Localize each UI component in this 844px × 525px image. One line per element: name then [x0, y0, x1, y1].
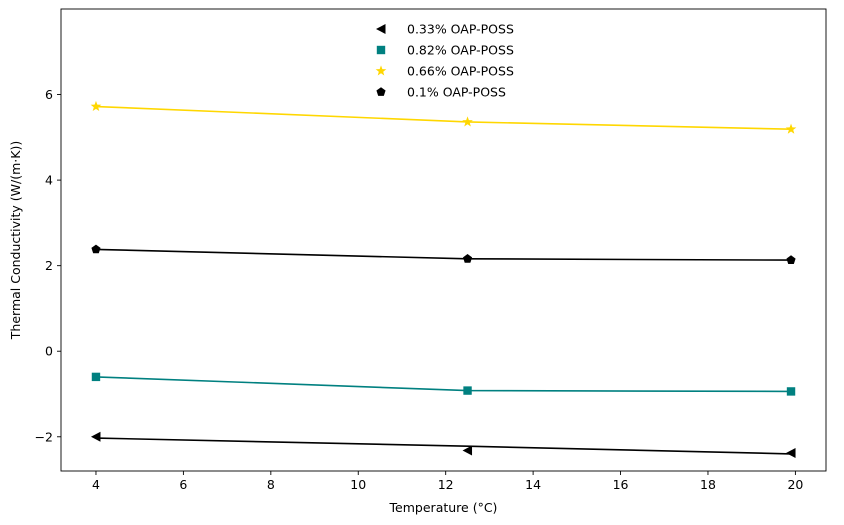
plot-frame — [60, 8, 827, 472]
series-1 — [91, 372, 796, 396]
x-tick-label: 12 — [438, 477, 454, 492]
legend: 0.33% OAP-POSS 0.82% OAP-POSS 0.66% OAP-PO… — [375, 22, 514, 100]
y-axis-label: Thermal Conductivity (W/(m·K)) — [8, 141, 23, 340]
legend-marker — [376, 24, 386, 34]
y-tick-label: −2 — [35, 429, 53, 444]
data-point — [462, 445, 473, 456]
legend-label: 0.82% OAP-POSS — [407, 43, 514, 58]
x-tick-label: 18 — [700, 477, 716, 492]
y-tick-label: 4 — [45, 173, 53, 188]
series-3 — [91, 244, 796, 264]
series-line — [95, 437, 792, 455]
legend-marker — [376, 87, 386, 96]
legend-item: 0.82% OAP-POSS — [376, 43, 514, 58]
legend-label: 0.1% OAP-POSS — [407, 85, 506, 100]
legend-item: 0.66% OAP-POSS — [375, 64, 514, 79]
series-2 — [90, 100, 797, 134]
data-point — [463, 386, 472, 395]
x-axis-label: Temperature (°C) — [389, 500, 498, 515]
legend-marker — [376, 45, 386, 55]
data-point — [91, 372, 101, 382]
y-tick-label: 6 — [45, 87, 53, 102]
x-tick-label: 14 — [525, 477, 541, 492]
data-point — [786, 448, 796, 459]
data-point — [91, 244, 101, 254]
x-tick-label: 20 — [787, 477, 803, 492]
x-tick-label: 8 — [267, 477, 275, 492]
legend-item: 0.33% OAP-POSS — [376, 22, 514, 37]
y-tick-label: 2 — [45, 258, 53, 273]
legend-label: 0.33% OAP-POSS — [407, 22, 514, 37]
legend-item: 0.1% OAP-POSS — [376, 85, 506, 100]
data-point — [462, 254, 473, 263]
x-tick-label: 4 — [92, 477, 100, 492]
x-tick-label: 16 — [613, 477, 629, 492]
y-axis: −2 0 2 4 6 — [35, 87, 61, 444]
data-point — [90, 100, 102, 112]
data-point — [462, 116, 473, 127]
series-0 — [90, 431, 796, 459]
data-point — [785, 123, 797, 134]
data-point — [786, 387, 796, 396]
legend-label: 0.66% OAP-POSS — [407, 64, 514, 79]
x-tick-label: 6 — [179, 477, 187, 492]
x-tick-label: 10 — [350, 477, 366, 492]
data-point — [786, 255, 796, 264]
y-tick-label: 0 — [45, 344, 53, 359]
data-point — [90, 431, 101, 442]
legend-marker — [375, 65, 387, 76]
x-axis: 4 6 8 10 12 14 16 18 20 — [92, 471, 803, 492]
series-layer — [90, 100, 797, 459]
